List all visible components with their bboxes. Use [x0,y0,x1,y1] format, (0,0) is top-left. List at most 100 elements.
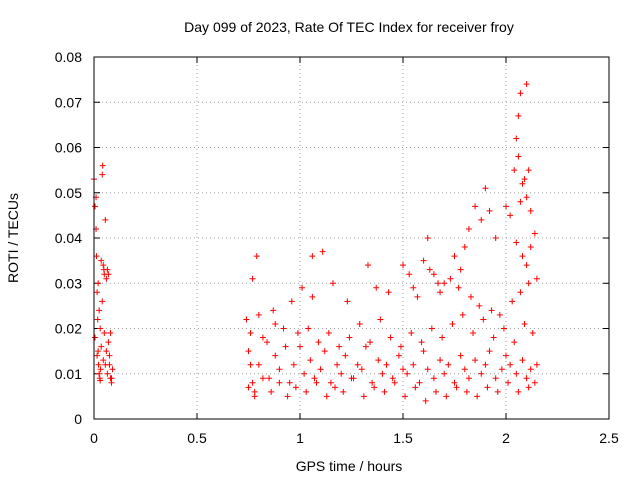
plot-frame [93,56,610,420]
data-point [327,379,334,386]
data-point [319,248,326,255]
data-point [420,348,427,355]
data-point [98,343,105,350]
data-point [503,352,509,359]
data-point [97,377,104,384]
data-point [400,366,406,373]
data-point [482,185,489,192]
data-point [105,271,112,278]
data-point [474,393,481,400]
data-point [336,343,343,350]
data-point [332,384,339,391]
data-point [97,366,104,373]
data-point [303,388,310,395]
data-point [264,339,271,346]
data-point [488,307,495,314]
data-point [406,271,413,278]
x-axis-label: GPS time / hours [296,458,403,474]
data-points [91,81,540,404]
data-point [527,207,534,214]
data-point [297,343,303,350]
data-point [305,325,312,332]
data-point [529,330,536,337]
data-point [95,361,102,368]
data-point [496,311,503,318]
data-point [478,370,485,377]
data-point [103,348,110,355]
data-point [486,348,493,355]
data-point [356,320,363,327]
data-point [338,370,345,377]
data-point [443,393,450,400]
data-point [377,316,384,323]
data-point [445,361,452,368]
data-point [383,361,390,368]
data-point [94,316,101,323]
y-tick-label: 0 [74,411,82,427]
data-point [420,257,427,264]
data-point [498,366,505,373]
data-point [272,320,279,327]
data-point [441,280,448,287]
data-point [513,370,520,377]
data-point [500,325,507,332]
data-point [527,366,534,373]
data-point [259,375,266,382]
y-tick-label: 0.04 [55,230,82,246]
data-point [96,307,103,314]
data-point [519,180,526,187]
data-point [525,280,532,287]
data-point [449,320,456,327]
data-point [96,370,103,377]
data-point [432,388,439,395]
data-point [507,361,514,368]
data-point [511,167,518,174]
data-point [301,370,308,377]
data-point [105,339,112,346]
data-point [299,284,306,291]
y-tick-label: 0.02 [55,321,82,337]
data-point [101,330,108,337]
data-point [294,330,301,337]
data-point [424,366,431,373]
data-point [484,384,491,391]
data-point [410,284,417,291]
data-point [439,334,446,341]
data-point [292,384,299,391]
x-tick-labels: 0 0.5 1 1.5 2 2.5 [90,430,619,446]
y-tick-label: 0.08 [55,49,82,65]
data-point [108,375,115,382]
data-point [97,325,104,332]
data-point [346,334,353,341]
data-point [358,366,365,373]
data-point [410,361,417,368]
data-point [340,388,347,395]
data-point [408,330,415,337]
data-point [447,275,454,282]
data-point [517,90,524,97]
data-point [533,361,540,368]
data-point [513,239,520,246]
x-tick-label: 2 [502,430,510,446]
data-point [381,388,388,395]
data-point [311,375,318,382]
y-tick-label: 0.06 [55,140,82,156]
data-point [402,393,409,400]
data-point [354,361,361,368]
data-point [521,320,528,327]
data-point [106,352,113,359]
data-point [104,266,111,273]
data-point [517,198,524,205]
data-point [494,388,501,395]
data-point [249,379,256,386]
data-point [99,298,106,305]
data-point [272,352,279,359]
data-point [476,302,483,309]
data-point [309,293,316,300]
data-point [255,311,262,318]
data-point [360,393,367,400]
data-point [404,370,411,377]
data-point [451,379,458,386]
data-point [102,361,109,368]
data-point [533,275,540,282]
